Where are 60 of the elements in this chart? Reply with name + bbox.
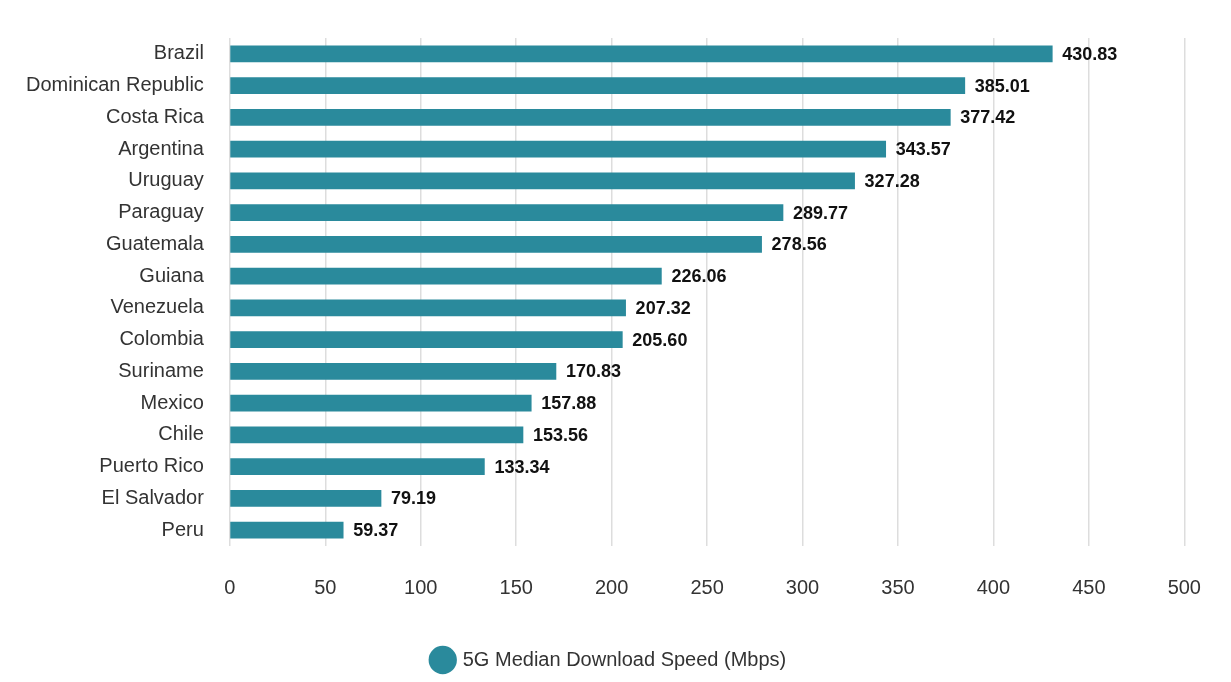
bar <box>230 236 762 253</box>
data-label: 157.88 <box>541 393 597 414</box>
data-label: 79.19 <box>391 488 437 509</box>
bar <box>230 172 855 190</box>
data-label: 205.60 <box>632 329 688 350</box>
y-tick-label: Brazil <box>153 41 204 64</box>
bar <box>230 299 626 317</box>
bar <box>230 331 623 348</box>
bar <box>230 77 966 94</box>
y-tick-label: Guiana <box>139 263 205 286</box>
x-tick-label: 300 <box>785 575 820 598</box>
bar <box>230 204 784 221</box>
x-tick-label: 400 <box>976 575 1011 598</box>
bar <box>230 426 524 444</box>
bar <box>230 109 951 126</box>
x-tick-label: 0 <box>224 575 236 598</box>
y-tick-label: Suriname <box>118 358 204 381</box>
y-tick-label: Dominican Republic <box>25 73 204 96</box>
bar <box>230 521 344 539</box>
data-label: 278.56 <box>771 234 827 255</box>
bar <box>230 140 887 158</box>
y-tick-label: Peru <box>161 517 204 540</box>
y-tick-label: Colombia <box>119 327 205 350</box>
data-label: 430.83 <box>1062 43 1118 64</box>
bar <box>230 363 557 380</box>
data-label: 133.34 <box>494 456 550 477</box>
y-tick-label: Paraguay <box>118 200 204 223</box>
x-tick-label: 500 <box>1167 575 1201 598</box>
data-label: 343.57 <box>895 139 951 160</box>
data-label: 59.37 <box>353 520 399 541</box>
data-label: 226.06 <box>671 266 727 287</box>
x-tick-label: 250 <box>690 575 724 598</box>
data-label: 289.77 <box>793 202 849 223</box>
data-label: 207.32 <box>635 297 691 318</box>
x-tick-label: 200 <box>594 575 629 598</box>
x-tick-label: 350 <box>881 575 915 598</box>
y-tick-label: Uruguay <box>128 168 204 191</box>
data-label: 385.01 <box>974 75 1030 96</box>
y-tick-label: Costa Rica <box>106 104 205 127</box>
legend-label: 5G Median Download Speed (Mbps) <box>462 647 787 670</box>
y-tick-label: El Salvador <box>101 485 205 508</box>
y-tick-label: Argentina <box>118 136 205 159</box>
x-tick-label: 150 <box>499 575 533 598</box>
bar <box>230 394 532 412</box>
data-label: 327.28 <box>864 170 920 191</box>
bar <box>230 45 1053 63</box>
data-label: 153.56 <box>532 424 589 445</box>
data-label: 377.42 <box>960 107 1016 128</box>
y-tick-label: Guatemala <box>106 231 205 254</box>
x-tick-label: 50 <box>314 575 337 598</box>
y-tick-label: Chile <box>158 422 204 445</box>
x-tick-label: 450 <box>1072 575 1106 598</box>
y-tick-label: Puerto Rico <box>99 454 204 477</box>
y-tick-label: Venezuela <box>110 295 205 318</box>
data-label: 170.83 <box>565 361 622 382</box>
bar <box>230 490 382 507</box>
y-tick-label: Mexico <box>140 390 204 413</box>
x-tick-label: 100 <box>404 575 438 598</box>
bar <box>230 458 485 475</box>
bar <box>230 267 662 285</box>
